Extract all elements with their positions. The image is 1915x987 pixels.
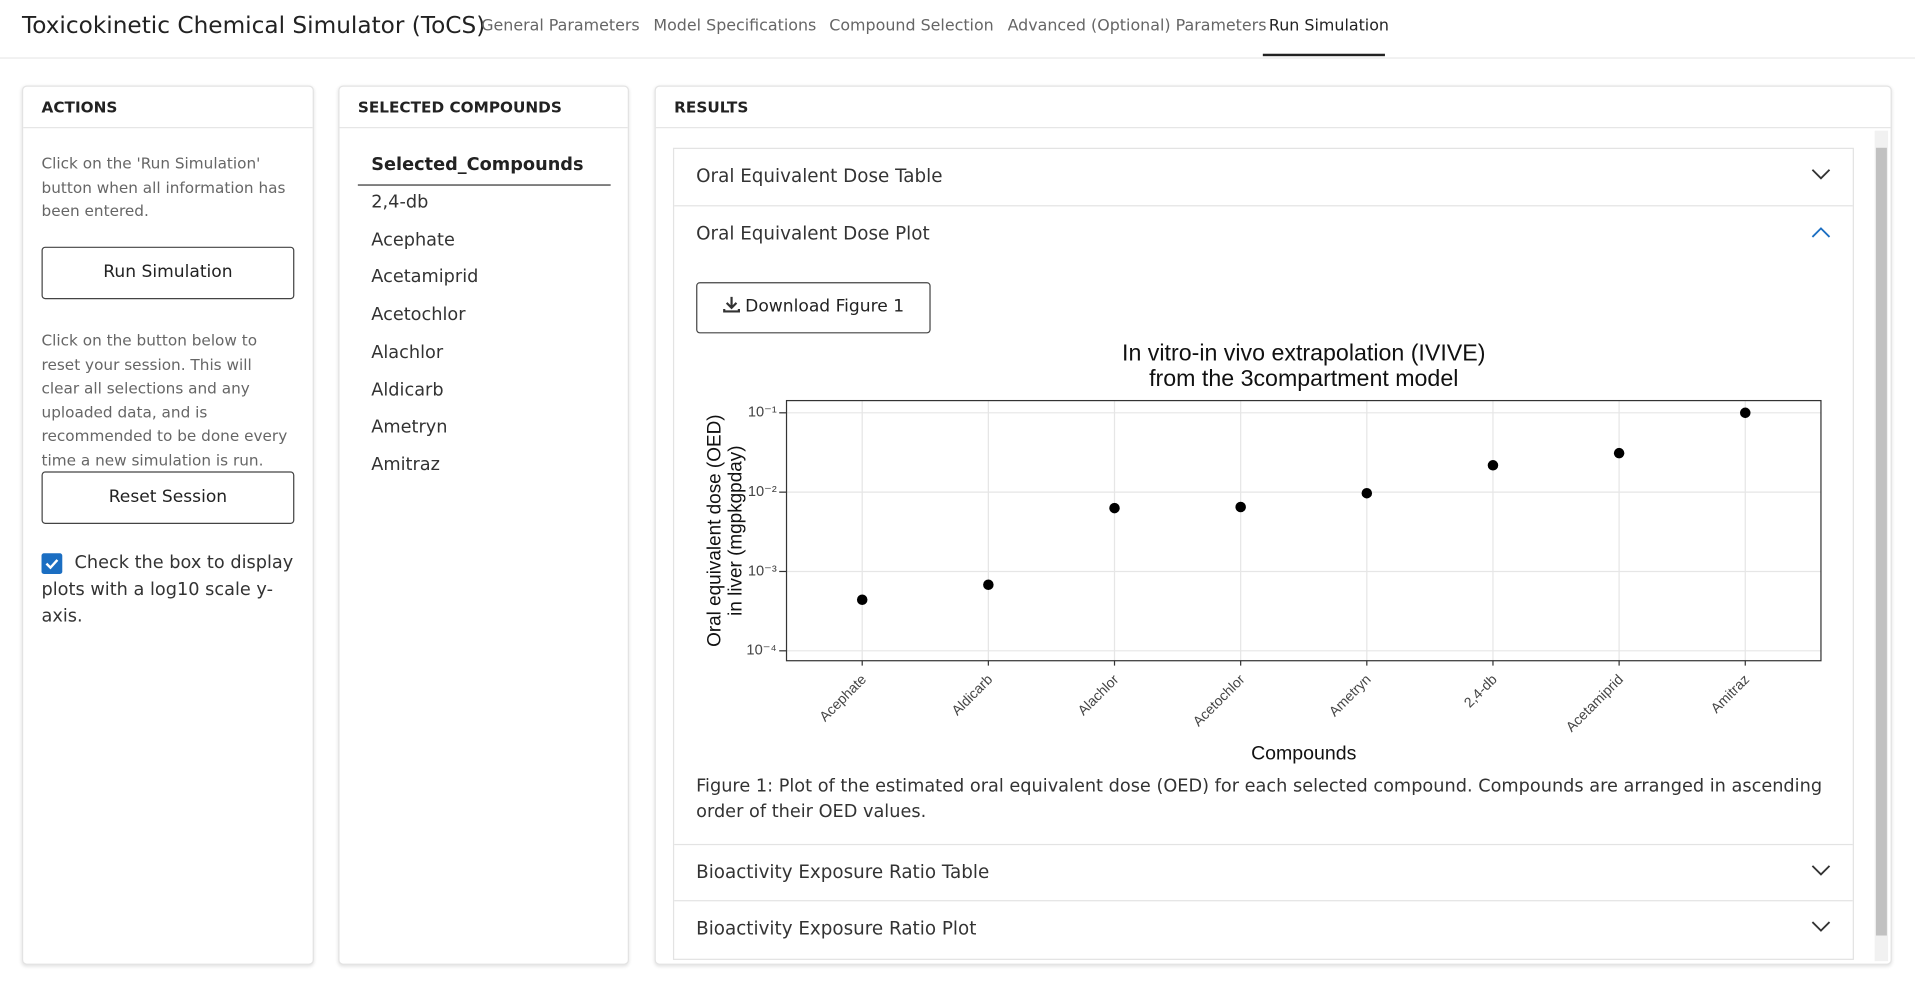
actions-card: ACTIONS Click on the 'Run Simulation' bu… xyxy=(21,85,314,965)
x-tick-label: Ametryn xyxy=(1326,671,1374,719)
y-axis-label: Oral equivalent dose (OED) xyxy=(705,414,726,646)
y-tick-label: 10⁻⁴ xyxy=(746,643,776,659)
figure-caption: Figure 1: Plot of the estimated oral equ… xyxy=(696,776,1823,822)
point xyxy=(1361,487,1373,499)
compound-row: Alachlor xyxy=(371,342,444,363)
card-heading: RESULTS xyxy=(655,87,1891,129)
compound-row: Amitraz xyxy=(371,455,440,475)
y-tick-label: 10⁻² xyxy=(748,484,777,500)
y-tick-label: 10⁻¹ xyxy=(748,405,777,421)
chevron-down xyxy=(1811,865,1831,876)
y-axis-label: in liver (mgpkgpday) xyxy=(725,445,746,615)
download-icon xyxy=(722,296,740,313)
plot-background xyxy=(786,400,1821,661)
panel-header[interactable]: Oral Equivalent Dose Table xyxy=(674,149,1853,207)
check-mark xyxy=(45,559,59,570)
chart-title: In vitro-in vivo extrapolation (IVIVE) xyxy=(1122,339,1485,365)
reset-button[interactable]: Reset Session xyxy=(41,471,295,524)
tab[interactable]: Compound Selection xyxy=(829,17,994,36)
scrollbar-track xyxy=(1874,130,1889,962)
point xyxy=(1740,407,1751,419)
tab[interactable]: Advanced (Optional) Parameters xyxy=(1007,17,1267,36)
tab[interactable]: General Parameters xyxy=(481,17,640,36)
chevron-down xyxy=(1811,921,1831,932)
column-header: Selected_Compounds xyxy=(371,155,584,175)
panel-title: Bioactivity Exposure Ratio Table xyxy=(696,861,990,883)
instruction-text: Click on the 'Run Simulation' button whe… xyxy=(41,153,286,220)
plot-border xyxy=(785,399,1822,662)
compound-row: Aldicarb xyxy=(371,380,444,400)
accordion: Oral Equivalent Dose Table Oral Equivale… xyxy=(672,147,1854,960)
header-border xyxy=(0,57,1915,59)
selected-card: SELECTED COMPOUNDS Selected_Compounds 2,… xyxy=(338,85,629,965)
scrollbar-thumb[interactable] xyxy=(1875,147,1887,936)
panel-header[interactable]: Bioactivity Exposure Ratio Plot xyxy=(674,901,1853,958)
point xyxy=(1235,501,1246,513)
chart-body: 10⁻¹ 10⁻² 10⁻³ 10⁻⁴ Acephate Aldicarb Alachlor… xyxy=(705,339,1822,765)
tab-underline xyxy=(1262,53,1385,57)
point xyxy=(856,594,868,606)
panel-header[interactable]: Bioactivity Exposure Ratio Table xyxy=(674,843,1853,902)
x-tick-label: Acephate xyxy=(816,671,869,724)
x-tick-label: Alachlor xyxy=(1074,671,1121,718)
card-heading: ACTIONS xyxy=(23,87,313,129)
compound-row: Acephate xyxy=(371,230,455,250)
button-text: Download Figure 1 xyxy=(745,296,905,317)
compound-row: Ametryn xyxy=(371,417,448,438)
compound-row: Acetochlor xyxy=(371,305,466,325)
instruction-text: Click on the button below to reset your … xyxy=(41,330,288,469)
point xyxy=(983,579,994,591)
chevron-up xyxy=(1811,227,1831,238)
chevron-down xyxy=(1811,169,1831,180)
x-tick-label: Acetamiprid xyxy=(1562,671,1626,735)
panel-title: Bioactivity Exposure Ratio Plot xyxy=(696,917,977,940)
panel-title: Oral Equivalent Dose Table xyxy=(696,164,943,187)
y-tick-label: 10⁻³ xyxy=(748,563,777,579)
download-button[interactable]: Download Figure 1 xyxy=(696,282,931,334)
x-tick-label: Acetochlor xyxy=(1189,671,1247,729)
panel-title: Oral Equivalent Dose Plot xyxy=(696,222,930,245)
x-tick-label: Aldicarb xyxy=(948,671,995,718)
compound-row: Acetamiprid xyxy=(371,267,479,288)
checkbox[interactable] xyxy=(41,553,63,575)
app-title: Toxicokinetic Chemical Simulator (ToCS) xyxy=(21,12,486,40)
checkbox-label: Check the box to display plots with a lo… xyxy=(41,553,294,627)
x-tick-label: Amitraz xyxy=(1707,671,1752,716)
tab-active[interactable]: Run Simulation xyxy=(1268,17,1389,36)
header-rule xyxy=(357,184,611,186)
tab[interactable]: Model Specifications xyxy=(653,17,817,36)
panel-header[interactable]: Oral Equivalent Dose Plot xyxy=(674,206,1853,263)
chart-subtitle: from the 3compartment model xyxy=(1149,365,1458,391)
point xyxy=(1613,447,1625,459)
point xyxy=(1487,460,1499,471)
point xyxy=(1109,502,1120,514)
card-heading: SELECTED COMPOUNDS xyxy=(339,87,628,129)
chart: 10⁻¹ 10⁻² 10⁻³ 10⁻⁴ Acephate Aldicarb Alachlor… xyxy=(705,339,1822,765)
run-button[interactable]: Run Simulation xyxy=(41,246,295,300)
compound-row: 2,4-db xyxy=(371,192,429,213)
x-axis-label: Compounds xyxy=(1251,743,1357,765)
x-tick-label: 2,4-db xyxy=(1461,671,1501,711)
